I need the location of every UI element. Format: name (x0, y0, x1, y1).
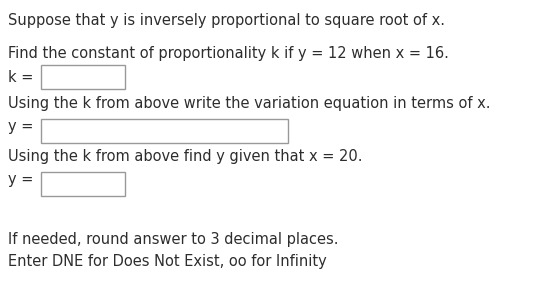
FancyBboxPatch shape (41, 119, 288, 143)
Text: Find the constant of proportionality k if y = 12 when x = 16.: Find the constant of proportionality k i… (8, 46, 449, 61)
FancyBboxPatch shape (41, 65, 125, 89)
Text: Using the k from above write the variation equation in terms of x.: Using the k from above write the variati… (8, 96, 490, 111)
Text: k =: k = (8, 70, 33, 85)
Text: If needed, round answer to 3 decimal places.: If needed, round answer to 3 decimal pla… (8, 232, 338, 247)
FancyBboxPatch shape (41, 172, 125, 196)
Text: y =: y = (8, 172, 33, 187)
Text: y =: y = (8, 119, 33, 134)
Text: Using the k from above find y given that x = 20.: Using the k from above find y given that… (8, 149, 363, 164)
Text: Enter DNE for Does Not Exist, oo for Infinity: Enter DNE for Does Not Exist, oo for Inf… (8, 254, 327, 269)
Text: Suppose that y is inversely proportional to square root of x.: Suppose that y is inversely proportional… (8, 13, 445, 28)
